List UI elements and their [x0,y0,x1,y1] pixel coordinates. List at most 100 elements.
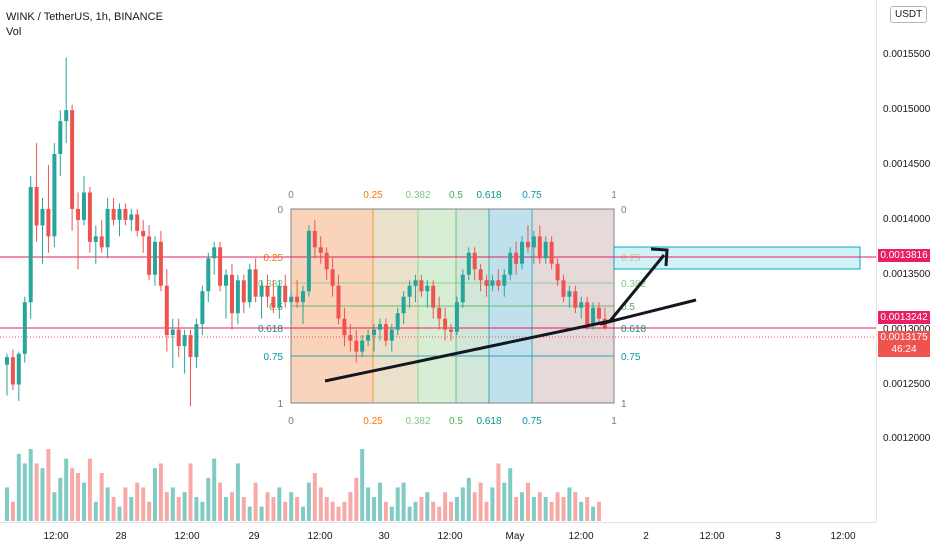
candle-body [58,121,63,154]
volume-bar [472,492,477,521]
fib-right-label: 0.618 [621,324,646,335]
candle-body [478,269,483,281]
candle-body [117,208,122,220]
fib-left-label: 1 [277,399,283,410]
time-axis[interactable]: 12:00 28 12:00 29 12:00 30 12:00 May 12:00 2 12:00… [0,522,876,551]
volume-bar [437,506,442,521]
volume-bar [490,487,495,521]
volume-bar [354,477,359,521]
volume-bar [425,492,430,521]
currency-button[interactable]: USDT [890,6,928,23]
candle-body [520,241,524,264]
candle-body [46,208,51,237]
volume-bar [301,506,305,521]
candlestick-chart[interactable]: 000.250.250.3820.3820.50.50.6180.6180.75… [0,0,876,522]
fib-left-label: 0.5 [269,302,283,313]
volume-bar [312,473,317,521]
volume-bar [265,492,270,521]
volume-bar [5,487,9,521]
volume-bar [366,487,371,521]
volume-bar [111,497,116,521]
candle-body [549,241,554,264]
volume-bar [561,497,566,521]
volume-bar [247,506,252,521]
candle-body [484,280,489,286]
volume-bar [413,501,418,521]
candle-body [253,269,258,297]
candle-body [526,241,530,248]
volume-bar [378,482,382,521]
last-price-tag: 0.0013175 46:24 [878,331,930,357]
candle-body [508,252,513,275]
volume-bar [330,501,335,521]
candle-body [235,280,240,314]
candle-body [230,274,234,314]
fib-right-label: 0 [621,205,627,216]
candle-body [490,280,495,286]
candle-body [460,274,465,303]
volume-bar [28,449,33,521]
candle-body [64,110,69,122]
volume-bar [295,497,300,521]
volume-bar [496,463,501,521]
candle-body [87,192,92,242]
candle-body [76,208,80,220]
trend-line [324,318,616,383]
fib-bottom-label: 0.5 [449,416,463,427]
time-tick: 29 [248,531,260,542]
volume-bar [58,477,63,521]
volume-bar [277,487,282,521]
volume-bar [395,487,400,521]
support-price-tag: 0.0013242 [878,311,930,324]
candle-body [265,285,270,297]
volume-bar [10,501,15,521]
candle-body [259,285,264,297]
price-tick: 0.0012000 [883,433,931,445]
candle-body [141,230,146,237]
volume-bar [105,487,110,521]
fib-right-label: 1 [621,399,627,410]
candle-body [34,187,39,226]
fib-left-label: 0.618 [258,324,283,335]
arrow-line [608,254,666,322]
candle-body [93,236,98,242]
time-tick: 3 [775,531,781,542]
volume-bar [597,501,601,521]
volume-bar [306,482,311,521]
candle-body [105,208,110,248]
chart-area[interactable]: 0 0 0.25 0.25 0.382 0.382 0.5 0.5 0.618 0.618 0.75… [0,0,876,522]
candle-body [129,214,134,220]
candle-body [70,110,75,209]
candle-body [537,236,542,259]
time-tick: 12:00 [568,531,594,542]
volume-bar [206,477,211,521]
volume-bar [389,506,394,521]
candle-body [277,285,282,308]
candle-body [153,241,157,275]
volume-bar [360,449,365,521]
candle-body [318,247,323,253]
volume-bar [259,506,264,521]
candle-body [241,280,246,303]
volume-bar [372,497,376,521]
candle-body [295,296,300,303]
volume-bar [135,482,140,521]
volume-bar [153,468,157,521]
chart-legend: WINK / TetherUS, 1h, BINANCE Vol [6,10,163,40]
volume-bar [342,501,347,521]
candle-body [28,187,33,303]
fib-top-label: 0.25 [363,190,383,201]
candle-body [82,192,86,220]
candle-body [336,285,341,319]
volume-bar [537,492,542,521]
volume-bar [549,501,554,521]
volume-bar [336,506,341,521]
volume-bar [520,492,524,521]
candle-body [585,302,590,325]
fib-top-label: 0.75 [522,190,542,201]
candle-body [561,280,566,297]
candle-body [395,313,400,330]
fib-bottom-label: 0 [288,416,294,427]
volume-bar [212,458,217,521]
candle-body [502,274,507,286]
